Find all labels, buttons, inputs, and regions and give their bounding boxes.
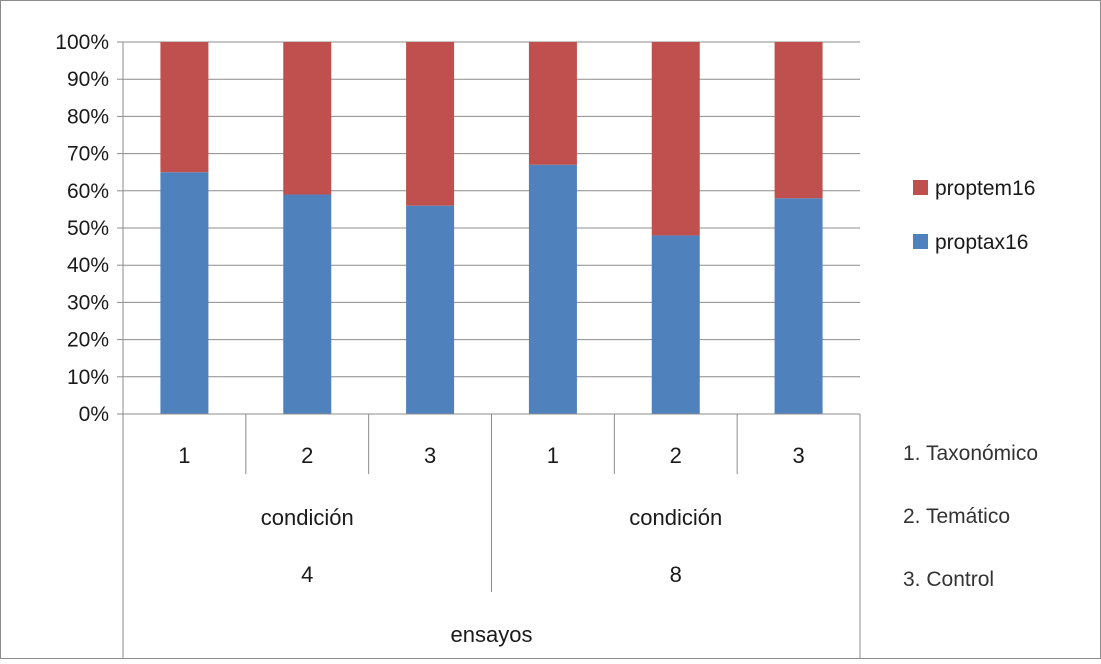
- group-value: 4: [301, 562, 313, 587]
- bar-proptax16-5: [651, 235, 700, 414]
- category-notes: 1. Taxonómico 2. Temático 3. Control: [903, 442, 1038, 591]
- x-tick-label: 1: [178, 443, 190, 468]
- bar-proptax16-2: [283, 194, 332, 414]
- x-tick-label: 1: [547, 443, 559, 468]
- category-note: 2. Temático: [903, 505, 1010, 528]
- y-tick-label: 30%: [67, 291, 109, 314]
- bar-proptem16-4: [528, 42, 577, 165]
- y-tick-label: 40%: [67, 254, 109, 277]
- outer-axis-label: ensayos: [451, 622, 533, 647]
- legend: proptem16 proptax16: [913, 177, 1035, 254]
- legend-swatch-proptem16: [913, 180, 928, 195]
- y-tick-label: 50%: [67, 217, 109, 240]
- axis-layer: 0% 10% 20% 30% 40% 50% 60% 70% 80% 90% 100% 1 2 3 1 2 3 c…: [55, 31, 861, 659]
- x-tick-label: 2: [670, 443, 682, 468]
- bar-proptax16-4: [528, 164, 577, 414]
- x-tick-label: 2: [301, 443, 313, 468]
- x-tick-label: 3: [792, 443, 804, 468]
- group-label: condición: [629, 505, 722, 530]
- y-tick-label: 10%: [67, 366, 109, 389]
- legend-swatch-proptax16: [913, 234, 928, 249]
- legend-label-proptem16: proptem16: [935, 177, 1035, 200]
- x-tick-label: 3: [424, 443, 436, 468]
- bar-proptax16-1: [160, 172, 209, 414]
- bar-proptem16-2: [283, 42, 332, 195]
- bar-proptem16-6: [774, 42, 823, 199]
- y-tick-label: 80%: [67, 105, 109, 128]
- category-note: 3. Control: [903, 568, 994, 591]
- y-tick-label: 20%: [67, 329, 109, 352]
- group-value: 8: [670, 562, 682, 587]
- y-tick-label: 0%: [79, 403, 109, 426]
- group-label: condición: [261, 505, 354, 530]
- y-tick-label: 70%: [67, 143, 109, 166]
- bar-proptax16-3: [406, 205, 455, 414]
- grid-layer: [123, 41, 860, 378]
- bar-proptem16-3: [406, 42, 455, 206]
- bar-proptem16-5: [651, 42, 700, 236]
- bar-proptax16-6: [774, 198, 823, 414]
- bar-layer: [160, 42, 823, 414]
- y-tick-label: 60%: [67, 180, 109, 203]
- legend-label-proptax16: proptax16: [935, 231, 1028, 254]
- y-tick-label: 90%: [67, 68, 109, 91]
- category-note: 1. Taxonómico: [903, 442, 1038, 465]
- bar-proptem16-1: [160, 42, 209, 173]
- y-tick-label: 100%: [55, 31, 109, 54]
